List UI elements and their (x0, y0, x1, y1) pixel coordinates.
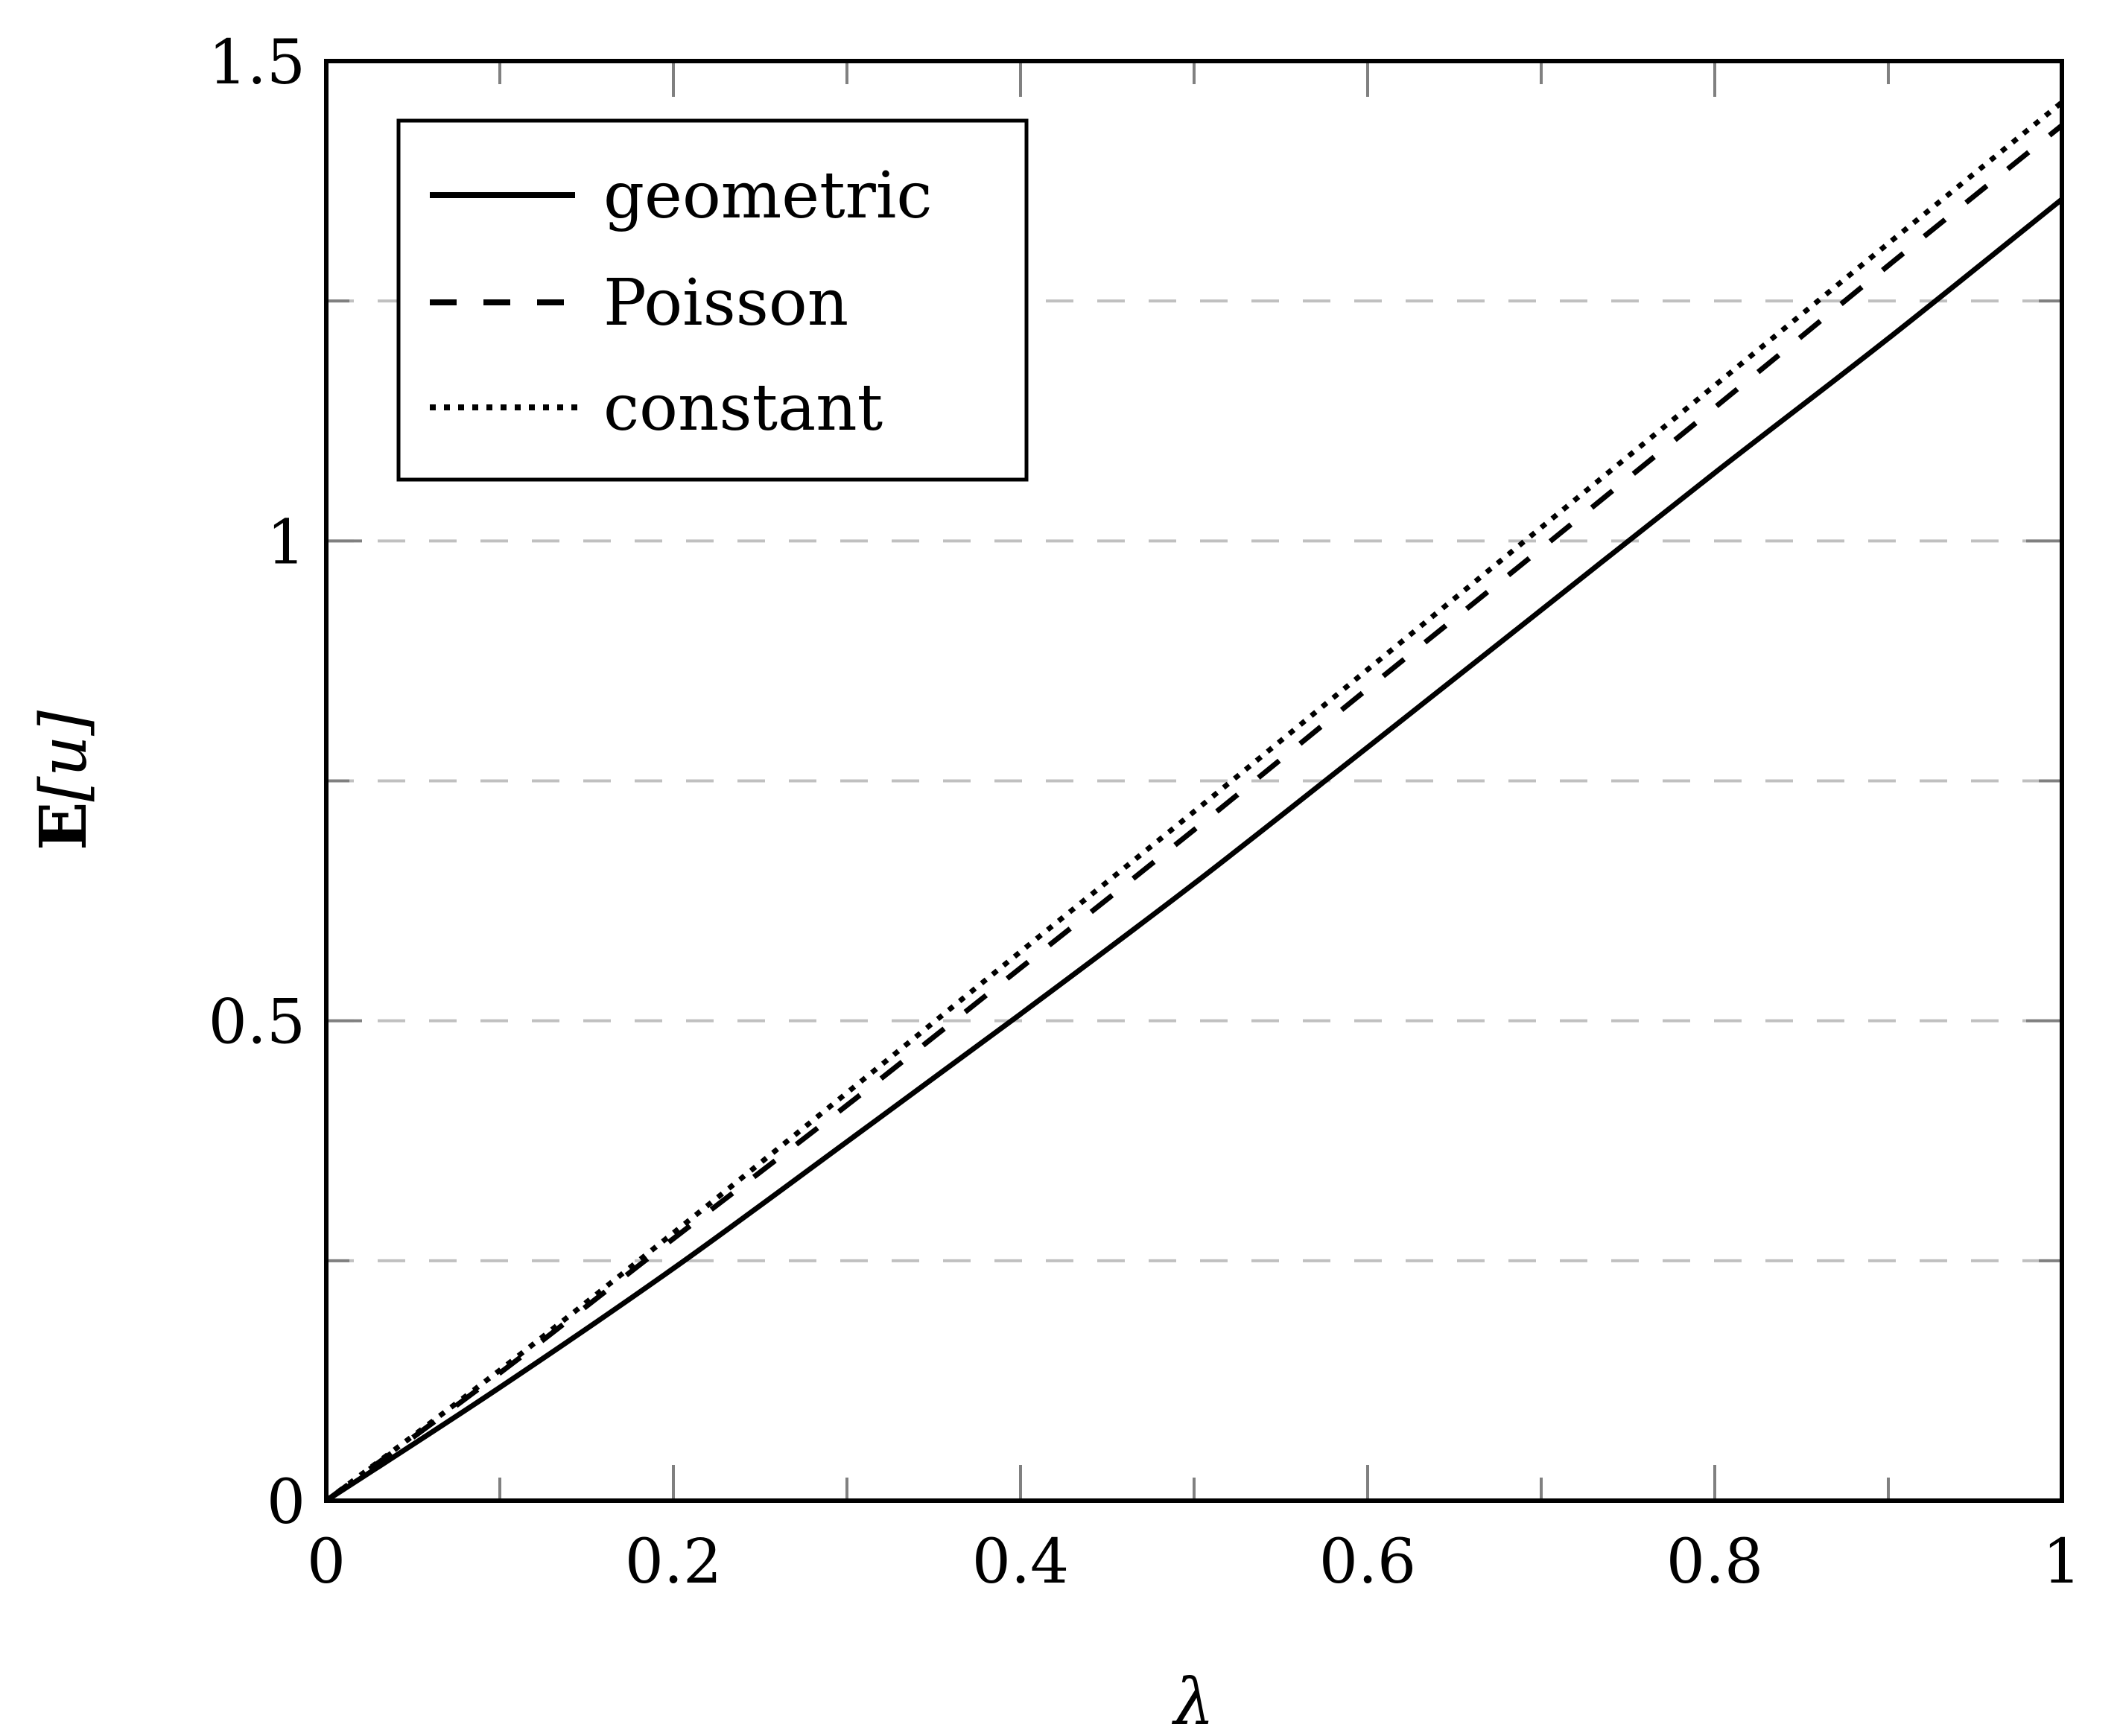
svg-text:E[u]: E[u] (26, 710, 101, 851)
x-axis-label: λ (1172, 1665, 1215, 1736)
x-tick-label: 0.4 (972, 1527, 1069, 1597)
series-lines (324, 100, 2064, 1503)
series-geometric-line (325, 197, 2064, 1503)
y-tick-labels: 0 0.5 1 1.5 (209, 28, 305, 1538)
x-tick-label: 0 (307, 1527, 346, 1597)
legend: geometric Poisson constant (396, 118, 1029, 482)
legend-item-constant: constant (430, 371, 883, 445)
x-tick-labels: 0 0.2 0.4 0.6 0.8 1 (307, 1527, 2081, 1597)
y-tick-label: 1.5 (209, 28, 305, 98)
y-tick-label: 0 (267, 1467, 305, 1538)
y-tick-label: 1 (267, 507, 305, 578)
y-axis-label: E[u] (26, 710, 101, 851)
series-constant-line (324, 100, 2064, 1503)
series-poisson-line (324, 123, 2064, 1503)
y-axis-label-operator: E (26, 801, 101, 850)
y-tick-label: 0.5 (209, 988, 305, 1058)
x-tick-label: 0.8 (1666, 1527, 1763, 1597)
grid-lines (326, 299, 2062, 1262)
legend-item-geometric: geometric (430, 159, 933, 233)
legend-label: constant (603, 371, 883, 445)
plot-area-frame (324, 59, 2064, 1503)
x-tick-label: 0.6 (1319, 1527, 1416, 1597)
legend-label: geometric (603, 159, 933, 233)
legend-label: Poisson (603, 266, 848, 340)
x-tick-label: 0.2 (625, 1527, 722, 1597)
x-tick-label: 1 (2043, 1527, 2081, 1597)
y-axis-label-argument: [u] (27, 710, 101, 802)
legend-item-poisson: Poisson (430, 266, 848, 340)
